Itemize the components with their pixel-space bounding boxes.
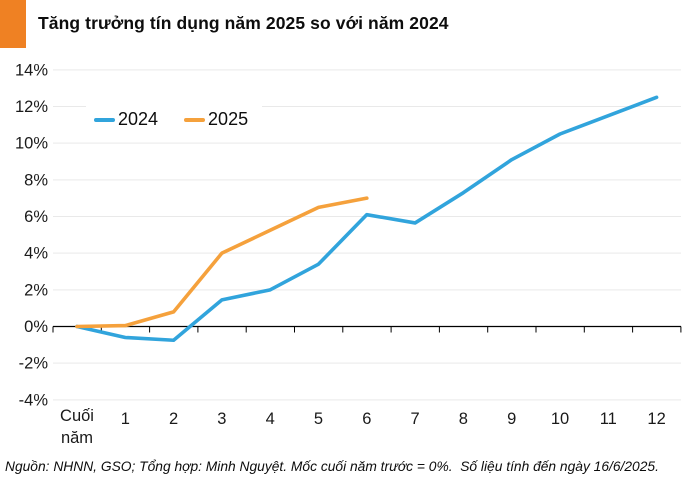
x-tick-label: 10 <box>551 410 569 428</box>
x-tick-label: 4 <box>266 410 275 428</box>
page-title: Tăng trưởng tín dụng năm 2025 so với năm… <box>38 13 449 33</box>
y-tick-label: 0% <box>24 318 48 336</box>
y-tick-label: -2% <box>19 355 49 373</box>
x-tick-label: 5 <box>314 410 323 428</box>
legend-label-2024: 2024 <box>118 109 159 129</box>
y-tick-label: 2% <box>24 281 48 299</box>
legend-item-2024: 2024 <box>94 109 158 130</box>
y-tick-label: 12% <box>15 98 48 116</box>
x-tick-label: Cuối <box>60 407 94 425</box>
y-tick-label: 8% <box>24 171 48 189</box>
series-line-2025 <box>75 196 369 329</box>
x-tick-label: năm <box>61 429 93 447</box>
x-tick-label: 6 <box>362 410 371 428</box>
x-tick-label: 3 <box>217 410 226 428</box>
source-note: Nguồn: NHNN, GSO; Tổng hợp: Minh Nguyệt.… <box>5 459 659 474</box>
series-line-2024 <box>75 95 659 343</box>
legend-swatch-2024 <box>94 117 115 122</box>
x-tick-label: 7 <box>411 410 420 428</box>
x-tick-label: 9 <box>507 410 516 428</box>
x-tick-label: 8 <box>459 410 468 428</box>
chart-legend: 2024 2025 <box>86 103 263 136</box>
x-tick-label: 12 <box>647 410 665 428</box>
legend-swatch-2025 <box>184 117 206 122</box>
accent-square <box>0 0 26 48</box>
x-tick-label: 1 <box>121 410 130 428</box>
y-tick-label: 10% <box>15 135 48 153</box>
legend-item-2025: 2025 <box>184 109 248 130</box>
y-tick-label: 14% <box>15 61 48 79</box>
x-tick-label: 11 <box>600 410 617 428</box>
x-tick-label: 2 <box>169 410 178 428</box>
y-tick-label: -4% <box>19 391 49 409</box>
y-tick-label: 4% <box>24 245 48 263</box>
y-tick-label: 6% <box>24 208 48 226</box>
legend-label-2025: 2025 <box>208 109 249 129</box>
